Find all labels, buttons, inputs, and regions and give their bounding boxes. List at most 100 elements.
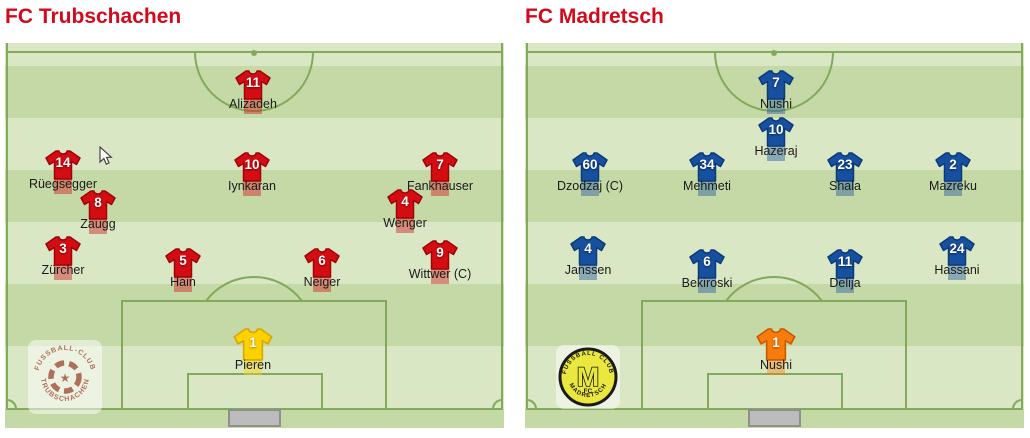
player-number: 2 (949, 157, 957, 172)
player-name: Hazeraj (754, 144, 798, 158)
jersey-icon (935, 152, 971, 182)
player-number: 23 (837, 157, 853, 172)
mouse-cursor-icon (99, 146, 113, 165)
player-name: Shala (829, 179, 861, 193)
logo-circle (558, 347, 618, 407)
player-number: 10 (244, 157, 260, 172)
player-number: 60 (582, 157, 598, 172)
player-number: 4 (401, 194, 409, 209)
player-number: 6 (318, 253, 326, 268)
player-marker[interactable]: 10 Iynkaran (192, 152, 312, 202)
player-name: Alizadeh (229, 97, 277, 111)
corner-arc-left (526, 399, 537, 410)
player-name: Hassani (934, 263, 980, 277)
jersey-icon (939, 236, 975, 266)
player-name: Delija (829, 276, 861, 290)
player-name: Zaugg (80, 217, 116, 231)
logo-fc-text: FC (584, 388, 593, 395)
penalty-arc (205, 276, 303, 302)
jersey-icon (422, 240, 458, 270)
player-name: Nushi (760, 358, 792, 372)
gear-ring-icon (48, 360, 82, 394)
jersey-icon (570, 236, 606, 266)
jersey-ribbon (244, 356, 262, 375)
player-marker[interactable]: 10 Hazeraj (716, 117, 836, 167)
star-icon: ★ (60, 371, 71, 385)
player-number: 3 (59, 241, 67, 256)
player-name: Fankhauser (406, 179, 473, 193)
jersey-icon (165, 248, 201, 278)
player-number: 6 (703, 254, 711, 269)
player-marker[interactable]: 6 Neiger (262, 248, 382, 298)
jersey-icon (422, 152, 458, 182)
player-name: Mehmeti (683, 179, 731, 193)
player-number: 9 (436, 245, 444, 260)
jersey-icon (233, 328, 273, 361)
jersey-icon (689, 152, 725, 182)
player-marker[interactable]: 4 Wenger (345, 189, 465, 239)
player-marker[interactable]: 60 Dzodzaj (C) (530, 152, 650, 202)
jersey-icon (572, 152, 608, 182)
jersey-icon (235, 70, 271, 100)
player-name: Zürcher (41, 263, 85, 277)
player-number: 1 (249, 335, 257, 350)
jersey-icon (387, 189, 423, 219)
jersey-icon (234, 152, 270, 182)
player-name: Iynkaran (228, 179, 276, 193)
player-marker[interactable]: 11 Alizadeh (193, 70, 313, 120)
player-marker[interactable]: 1 Pieren (193, 328, 313, 378)
player-marker[interactable]: 2 Mazreku (893, 152, 1013, 202)
player-marker[interactable]: 34 Mehmeti (647, 152, 767, 202)
center-spot (251, 50, 257, 56)
jersey-icon (827, 249, 863, 279)
player-marker[interactable]: 24 Hassani (897, 236, 1017, 286)
jersey-icon (827, 152, 863, 182)
player-marker[interactable]: 7 Nushi (716, 70, 836, 120)
player-name: Wenger (383, 216, 427, 230)
player-marker[interactable]: 14 Rüegsegger (3, 150, 123, 200)
player-marker[interactable]: 11 Delija (785, 249, 905, 299)
jersey-icon (689, 249, 725, 279)
player-name: Pieren (234, 358, 272, 372)
player-marker[interactable]: 8 Zaugg (38, 190, 158, 240)
jersey-icon (758, 117, 794, 147)
away-club-logo: M FC FUSSBALL CLUB MADRETSCH (556, 345, 620, 409)
player-name: Neiger (303, 275, 341, 289)
jersey-icon (756, 328, 796, 361)
player-name: Bekiroski (681, 276, 733, 290)
player-name: Dzodzaj (C) (557, 179, 623, 193)
player-number: 7 (772, 75, 780, 90)
player-marker[interactable]: 4 Janssen (528, 236, 648, 286)
player-number: 24 (949, 241, 965, 256)
away-team-title: FC Madretsch (525, 5, 664, 28)
penalty-arc (725, 276, 823, 302)
center-spot (771, 50, 777, 56)
goal (748, 409, 801, 427)
player-marker[interactable]: 1 Nushi (716, 328, 836, 378)
jersey-icon (758, 70, 794, 100)
jersey-icon (80, 190, 116, 220)
center-circle (714, 51, 834, 112)
player-marker[interactable]: 3 Zürcher (3, 236, 123, 286)
player-number: 5 (179, 253, 187, 268)
player-number: 1 (772, 335, 780, 350)
player-marker[interactable]: 7 Fankhauser (380, 152, 500, 202)
player-marker[interactable]: 6 Bekiroski (647, 249, 767, 299)
player-number: 11 (837, 254, 853, 269)
jersey-icon (304, 248, 340, 278)
corner-arc-right (1012, 399, 1023, 410)
home-team-title: FC Trubschachen (5, 5, 182, 28)
player-marker[interactable]: 9 Wittwer (C) (380, 240, 500, 290)
home-club-logo: ★ FUSSBALL-CLUB TRUBSCHACHEN (28, 340, 102, 414)
player-marker[interactable]: 23 Shala (785, 152, 905, 202)
jersey-ribbon (767, 356, 785, 375)
player-marker[interactable]: 5 Hain (123, 248, 243, 298)
logo-monogram: M (577, 362, 600, 392)
player-number: 4 (584, 241, 592, 256)
player-name: Wittwer (C) (408, 267, 472, 281)
player-name: Hain (170, 275, 196, 289)
center-circle (194, 51, 314, 112)
player-number: 11 (245, 75, 261, 90)
